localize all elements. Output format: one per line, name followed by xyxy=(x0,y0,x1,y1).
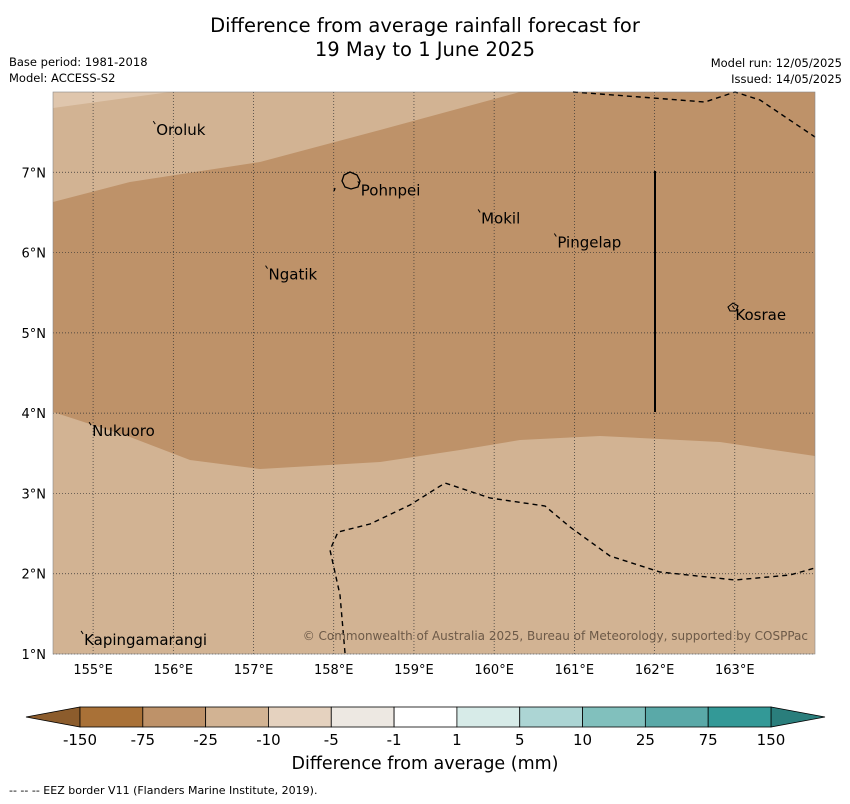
place-marker xyxy=(731,305,735,310)
lat-tick-label: 1°N xyxy=(22,648,47,663)
colorbar-tick-label: 10 xyxy=(573,731,592,749)
colorbar-segment xyxy=(582,706,646,728)
place-marker xyxy=(477,209,481,213)
colorbar-segment xyxy=(330,706,395,728)
colorbar-tick-label: 1 xyxy=(452,731,462,749)
eez-border-pohnpei xyxy=(333,187,336,192)
colorbar-tick-label: 75 xyxy=(699,731,718,749)
map-title-line1: Difference from average rainfall forecas… xyxy=(210,14,640,37)
place-label-mokil: Mokil xyxy=(481,209,520,227)
map-title-line2: 19 May to 1 June 2025 xyxy=(314,38,536,61)
colorbar-tick-label: -10 xyxy=(256,731,281,749)
lon-tick-label: 162°E xyxy=(635,663,675,678)
eez-footnote: -- -- -- EEZ border V11 (Flanders Marine… xyxy=(9,784,318,797)
colorbar-segment xyxy=(142,706,207,728)
place-label-ngatik: Ngatik xyxy=(269,266,318,284)
place-label-oroluk: Oroluk xyxy=(156,121,205,139)
place-marker xyxy=(265,265,268,269)
colorbar-tick-label: -150 xyxy=(63,731,97,749)
colorbar-tick-label: -25 xyxy=(193,731,218,749)
colorbar-segment xyxy=(393,706,458,728)
rainfall-dark-band xyxy=(53,92,815,469)
colorbar-segment xyxy=(205,706,269,728)
colorbar-segment xyxy=(707,706,772,728)
place-label-pohnpei: Pohnpei xyxy=(361,181,421,199)
map-frame xyxy=(52,91,816,655)
lat-tick-label: 5°N xyxy=(22,327,47,342)
colorbar-tick-label: -1 xyxy=(387,731,402,749)
lat-tick-label: 6°N xyxy=(22,247,47,262)
axis-ticks: 155°E 156°E 157°E 158°E 159°E 160°E 161°E 162°E… xyxy=(22,166,755,678)
colorbar-segment xyxy=(79,706,144,728)
place-marker xyxy=(80,630,84,635)
colorbar-segment xyxy=(644,706,709,728)
place-marker xyxy=(357,181,361,185)
colorbar-extend-high xyxy=(770,706,826,728)
colorbar-extend-low xyxy=(25,706,81,728)
lon-tick-label: 160°E xyxy=(474,663,514,678)
place-marker xyxy=(152,120,156,125)
place-label-kosrae: Kosrae xyxy=(735,306,786,324)
colorbar-segment xyxy=(268,706,332,728)
place-label-nukuoro: Nukuoro xyxy=(92,422,155,440)
lat-tick-label: 4°N xyxy=(22,407,47,422)
model-run-text: Model run: 12/05/2025 xyxy=(710,56,842,70)
colorbar-segment xyxy=(456,706,521,728)
lon-tick-label: 155°E xyxy=(73,663,113,678)
colorbar-segment xyxy=(519,706,583,728)
colorbar-title: Difference from average (mm) xyxy=(291,754,559,774)
pohnpei-island-outline xyxy=(341,171,361,190)
place-label-pingelap: Pingelap xyxy=(557,234,621,252)
graticule xyxy=(53,92,815,655)
colorbar-tick-label: -75 xyxy=(131,731,156,749)
colorbar-tick-label: -5 xyxy=(324,731,339,749)
lat-tick-label: 2°N xyxy=(22,568,47,583)
place-marker xyxy=(553,233,557,237)
lon-tick-label: 156°E xyxy=(154,663,194,678)
colorbar: -150 -75 -25 -10 -5 -1 1 5 10 25 75 150 xyxy=(25,706,826,749)
place-labels: Oroluk Pohnpei Mokil Pingelap Ngatik Kosrae Nu… xyxy=(80,120,786,649)
colorbar-tick-label: 5 xyxy=(515,731,525,749)
model-text: Model: ACCESS-S2 xyxy=(9,71,116,85)
lon-tick-label: 159°E xyxy=(394,663,434,678)
copyright-text: © Commonwealth of Australia 2025, Bureau… xyxy=(303,629,808,643)
map-panel xyxy=(53,92,815,654)
lat-tick-label: 7°N xyxy=(22,166,47,181)
place-label-kapingamarangi: Kapingamarangi xyxy=(84,631,207,649)
rainfall-lighter-patch xyxy=(53,92,170,108)
eez-borders xyxy=(329,91,816,654)
place-marker xyxy=(88,421,92,426)
base-period-text: Base period: 1981-2018 xyxy=(9,55,148,69)
colorbar-tick-label: 150 xyxy=(757,731,786,749)
kosrae-island-outline xyxy=(727,302,739,312)
eez-border-south xyxy=(329,482,816,654)
lon-tick-label: 158°E xyxy=(314,663,354,678)
colorbar-tick-label: 25 xyxy=(636,731,655,749)
lon-tick-label: 161°E xyxy=(555,663,595,678)
issued-text: Issued: 14/05/2025 xyxy=(731,72,842,86)
lon-tick-label: 163°E xyxy=(715,663,755,678)
lon-tick-label: 157°E xyxy=(234,663,274,678)
eez-border-north xyxy=(572,91,816,138)
lat-tick-label: 3°N xyxy=(22,487,47,502)
